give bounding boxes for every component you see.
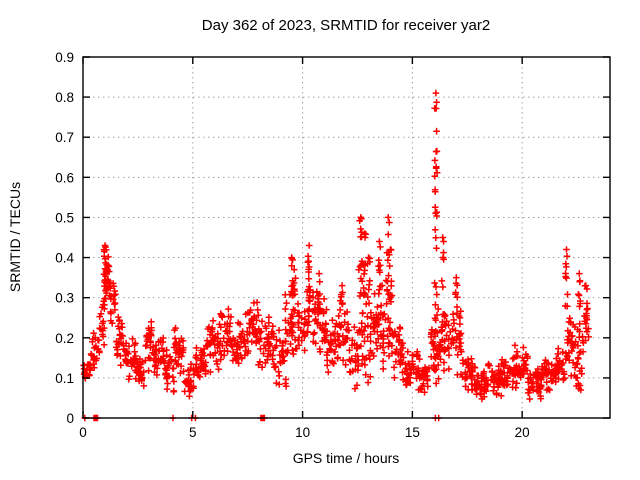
x-tick-label: 10 — [295, 425, 310, 440]
y-tick-label: 0.7 — [55, 130, 74, 145]
y-tick-label: 0.5 — [55, 210, 74, 225]
y-tick-label: 0.3 — [55, 291, 74, 306]
y-axis-label: SRMTID / TECUs — [7, 182, 23, 292]
y-tick-label: 0.8 — [55, 90, 74, 105]
x-tick-label: 5 — [189, 425, 197, 440]
y-tick-label: 0.4 — [55, 251, 74, 266]
y-tick-label: 0 — [66, 411, 74, 426]
y-tick-label: 0.1 — [55, 371, 74, 386]
x-tick-label: 15 — [405, 425, 420, 440]
x-tick-label: 0 — [79, 425, 87, 440]
y-tick-label: 0.9 — [55, 50, 74, 65]
x-tick-label: 20 — [515, 425, 530, 440]
tick-labels: 0 5 10 15 20 0 0.1 0.2 0.3 0.4 0.5 0.6 0.7 0.8 0.9 — [55, 50, 529, 440]
y-tick-label: 0.6 — [55, 170, 74, 185]
y-tick-label: 0.2 — [55, 331, 74, 346]
grid-lines — [83, 57, 610, 418]
data-points-srmtid — [80, 89, 592, 422]
chart-title: Day 362 of 2023, SRMTID for receiver yar… — [202, 17, 490, 34]
axes — [82, 56, 611, 419]
x-axis-label: GPS time / hours — [293, 450, 400, 466]
